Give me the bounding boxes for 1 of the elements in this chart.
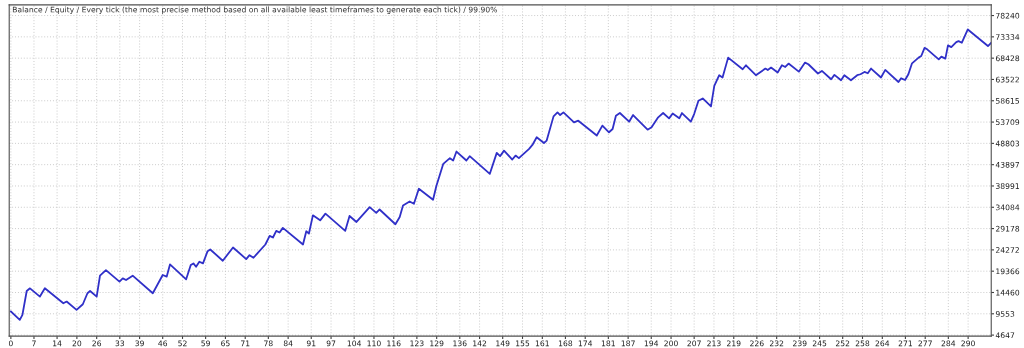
line-series <box>9 28 992 321</box>
